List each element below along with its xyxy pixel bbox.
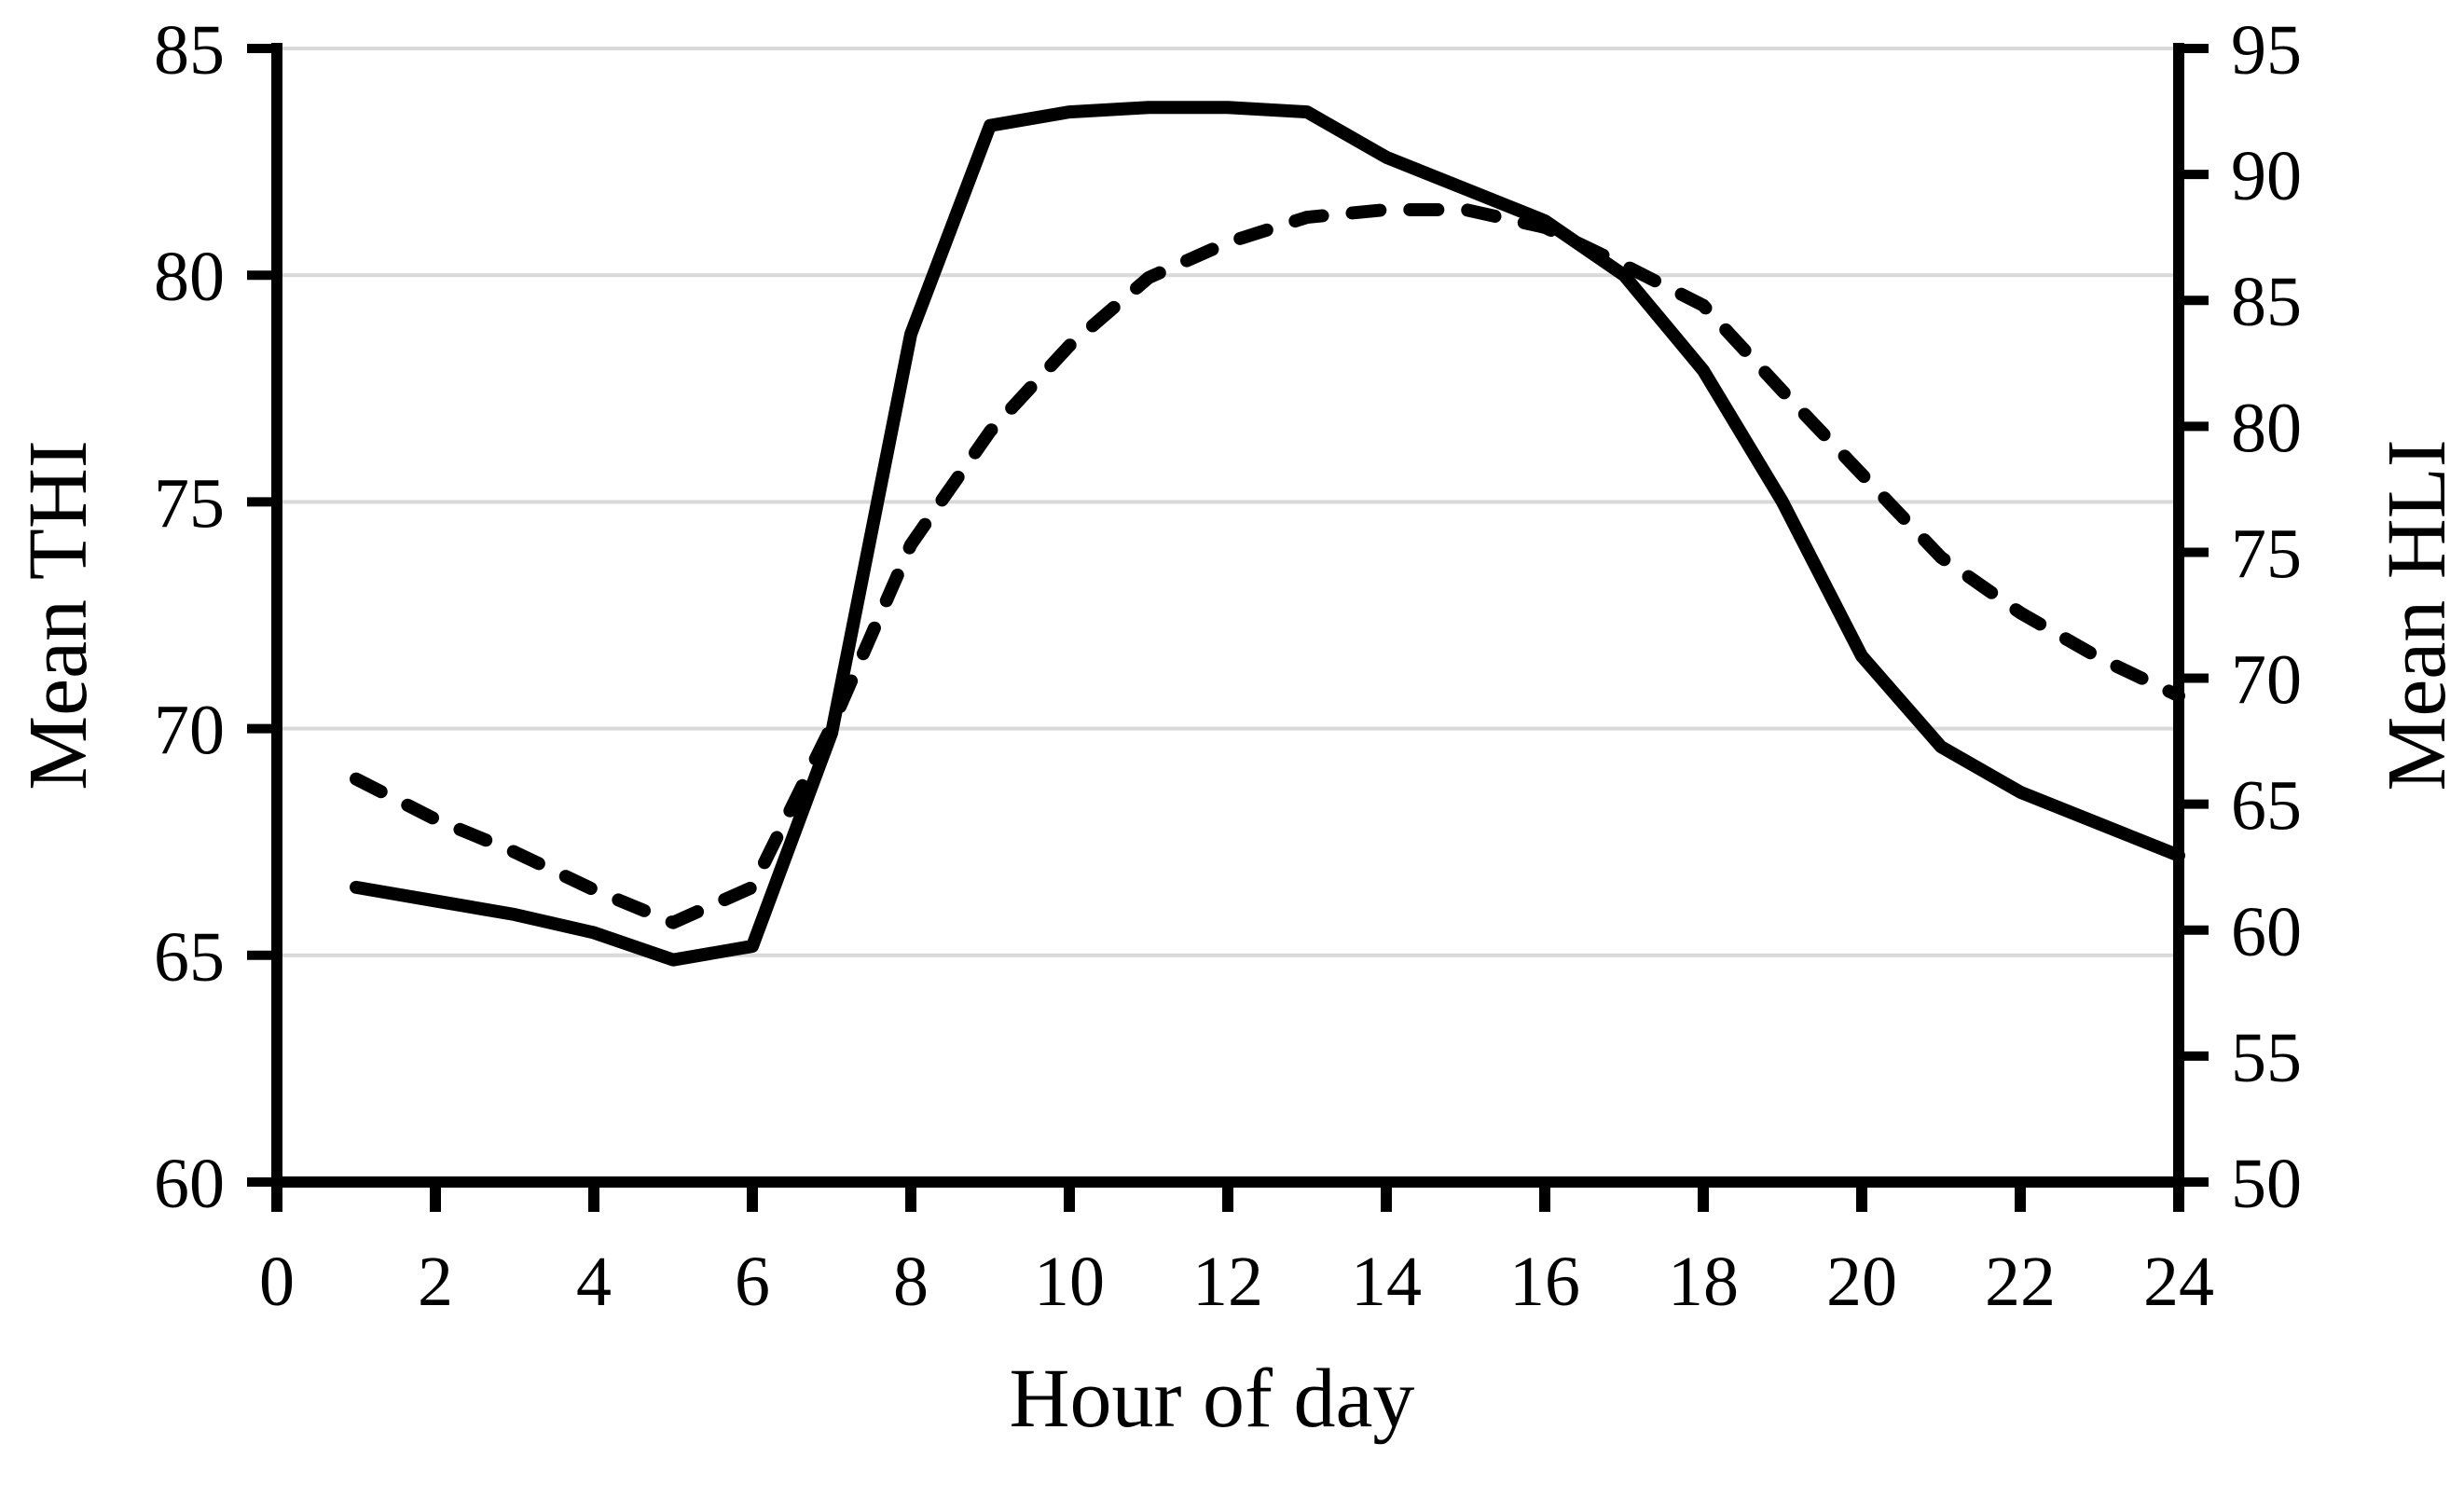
- x-axis-title: Hour of day: [1010, 1353, 1415, 1445]
- x-tick-label: 24: [2143, 1243, 2214, 1321]
- series-mean-thi-line: [350, 101, 2185, 967]
- x-tick-label: 16: [1509, 1243, 1580, 1321]
- x-tick-label: 10: [1034, 1243, 1105, 1321]
- y-tick-labels-right: 50 55 60 65 70 75 80 85 90 95: [2231, 11, 2302, 1223]
- y-tick-labels-left: 60 65 70 75 80 85: [154, 11, 225, 1223]
- y-left-tick-label: 80: [154, 238, 225, 316]
- y-right-tick-label: 60: [2231, 893, 2302, 971]
- x-tick-label: 2: [418, 1243, 453, 1321]
- data-series: [350, 101, 2185, 967]
- x-tick-label: 14: [1351, 1243, 1422, 1321]
- x-tick-label: 22: [1985, 1243, 2056, 1321]
- y-left-tick-label: 65: [154, 918, 225, 997]
- x-tick-label: 20: [1826, 1243, 1897, 1321]
- x-tick-labels: 0 2 4 6 8 10 12 14 16 18 20 22 24: [259, 1243, 2214, 1321]
- y-axis-title-right: Mean HLI: [2371, 439, 2463, 791]
- y-right-tick-label: 55: [2231, 1019, 2302, 1097]
- y-left-tick-label: 70: [154, 692, 225, 770]
- y-right-tick-label: 95: [2231, 11, 2302, 89]
- gridlines: [277, 47, 2179, 957]
- y-right-tick-label: 80: [2231, 389, 2302, 467]
- series-mean-hli-line: [350, 202, 2185, 929]
- y-right-tick-label: 90: [2231, 137, 2302, 215]
- y-right-tick-label: 75: [2231, 515, 2302, 593]
- y-right-tick-label: 70: [2231, 641, 2302, 720]
- y-left-tick-label: 60: [154, 1145, 225, 1223]
- x-tick-label: 0: [259, 1243, 295, 1321]
- x-tick-label: 12: [1192, 1243, 1263, 1321]
- x-tick-label: 18: [1668, 1243, 1739, 1321]
- y-right-tick-label: 65: [2231, 767, 2302, 846]
- y-axis-title-left: Mean THI: [12, 440, 104, 791]
- y-left-tick-label: 75: [154, 464, 225, 543]
- x-tick-label: 6: [735, 1243, 770, 1321]
- x-tick-label: 8: [893, 1243, 929, 1321]
- y-right-tick-label: 85: [2231, 263, 2302, 341]
- y-right-tick-label: 50: [2231, 1145, 2302, 1223]
- axes: [247, 43, 2209, 1212]
- x-tick-label: 4: [576, 1243, 612, 1321]
- y-left-tick-label: 85: [154, 11, 225, 89]
